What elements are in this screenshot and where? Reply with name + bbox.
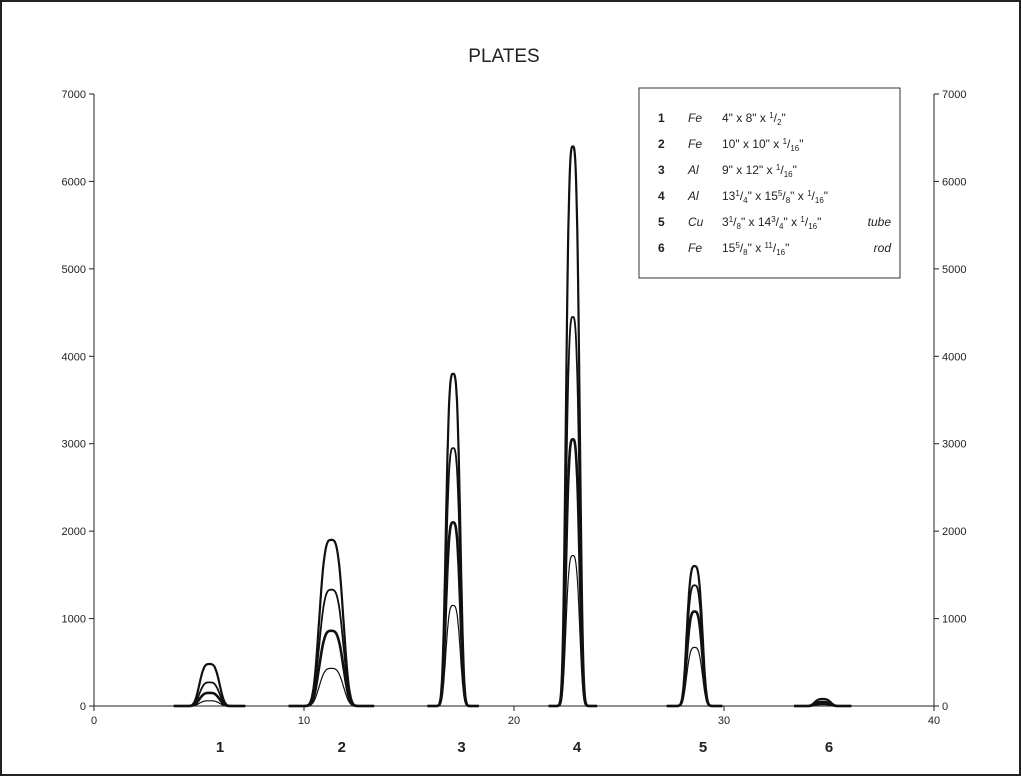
x-tick-label: 20 xyxy=(508,715,520,727)
category-labels: 1 2 3 4 5 6 xyxy=(216,739,833,756)
peak-curve xyxy=(793,704,852,707)
legend-element: Al xyxy=(687,163,699,177)
peak-curve xyxy=(547,437,599,708)
chart-title: PLATES xyxy=(468,46,539,67)
legend-dimensions: 31/8" x 143/4" x 1/16" xyxy=(722,215,821,231)
peak-curve xyxy=(288,588,375,707)
y-tick-label-left: 3000 xyxy=(62,439,86,451)
legend-box xyxy=(638,87,901,279)
legend-number: 1 xyxy=(658,111,665,125)
legend-number: 3 xyxy=(658,163,665,177)
peak-curve xyxy=(427,604,479,707)
peak-curve xyxy=(173,662,246,708)
curves xyxy=(173,145,853,708)
peak-curve xyxy=(288,667,375,707)
y-tick-label-left: 1000 xyxy=(62,614,86,626)
legend-number: 5 xyxy=(658,215,665,229)
peak-curve xyxy=(173,691,246,708)
legend-dimensions: 9" x 12" x 1/16" xyxy=(722,163,797,179)
y-tick-label-right: 4000 xyxy=(942,351,966,363)
x-tick-label: 10 xyxy=(298,715,310,727)
y-tick-label-left: 6000 xyxy=(62,176,86,188)
peak-curve xyxy=(426,521,480,708)
peak-curve xyxy=(666,564,724,708)
x-tick-label: 30 xyxy=(718,715,730,727)
legend-element: Fe xyxy=(688,241,702,255)
y-tick-label-right: 0 xyxy=(942,701,948,713)
y-tick-label-right: 2000 xyxy=(942,526,966,538)
category-label: 5 xyxy=(699,739,707,756)
y-tick-label-right: 5000 xyxy=(942,264,966,276)
peak-curve xyxy=(666,646,723,707)
peak-curve xyxy=(288,538,375,708)
y-tick-label-left: 2000 xyxy=(62,526,86,538)
peak-curve xyxy=(548,315,598,707)
legend-extra: rod xyxy=(874,241,892,255)
legend-element: Al xyxy=(687,189,699,203)
legend-element: Fe xyxy=(688,137,702,151)
x-tick-label: 40 xyxy=(928,715,940,727)
legend-number: 2 xyxy=(658,137,665,151)
y-tick-label-right: 1000 xyxy=(942,614,966,626)
peak-curve xyxy=(547,145,598,708)
legend-dimensions: 131/4" x 155/8" x 1/16" xyxy=(722,189,828,205)
y-tick-label-left: 7000 xyxy=(62,89,86,101)
x-tick-label: 0 xyxy=(91,715,97,727)
category-label: 3 xyxy=(457,739,465,756)
legend-extra: tube xyxy=(868,215,892,229)
category-label: 4 xyxy=(573,739,582,756)
peak-curve xyxy=(548,554,598,707)
legend-dimensions: 155/8" x 11/16" xyxy=(722,241,789,257)
legend-dimensions: 4" x 8" x 1/2" xyxy=(722,111,786,127)
category-label: 6 xyxy=(825,739,833,756)
y-tick-label-right: 7000 xyxy=(942,89,966,101)
peak-curve xyxy=(426,447,480,707)
peak-curve xyxy=(173,700,246,707)
legend-element: Cu xyxy=(688,215,704,229)
y-tick-label-right: 3000 xyxy=(942,439,966,451)
legend-number: 6 xyxy=(658,241,665,255)
category-label: 2 xyxy=(338,739,346,756)
peak-curve xyxy=(666,584,723,707)
legend-number: 4 xyxy=(658,189,665,203)
y-tick-label-left: 5000 xyxy=(62,264,86,276)
peak-curve xyxy=(426,372,480,708)
legend: 1 Fe 4" x 8" x 1/2" 2 Fe 10" x 10" x 1/16" 3 Al… xyxy=(638,87,901,279)
y-tick-label-left: 0 xyxy=(80,701,86,713)
y-tick-label-left: 4000 xyxy=(62,351,86,363)
peak-curve xyxy=(665,610,724,708)
legend-element: Fe xyxy=(688,111,702,125)
legend-dimensions: 10" x 10" x 1/16" xyxy=(722,137,804,153)
y-tick-label-right: 6000 xyxy=(942,176,966,188)
category-label: 1 xyxy=(216,739,224,756)
